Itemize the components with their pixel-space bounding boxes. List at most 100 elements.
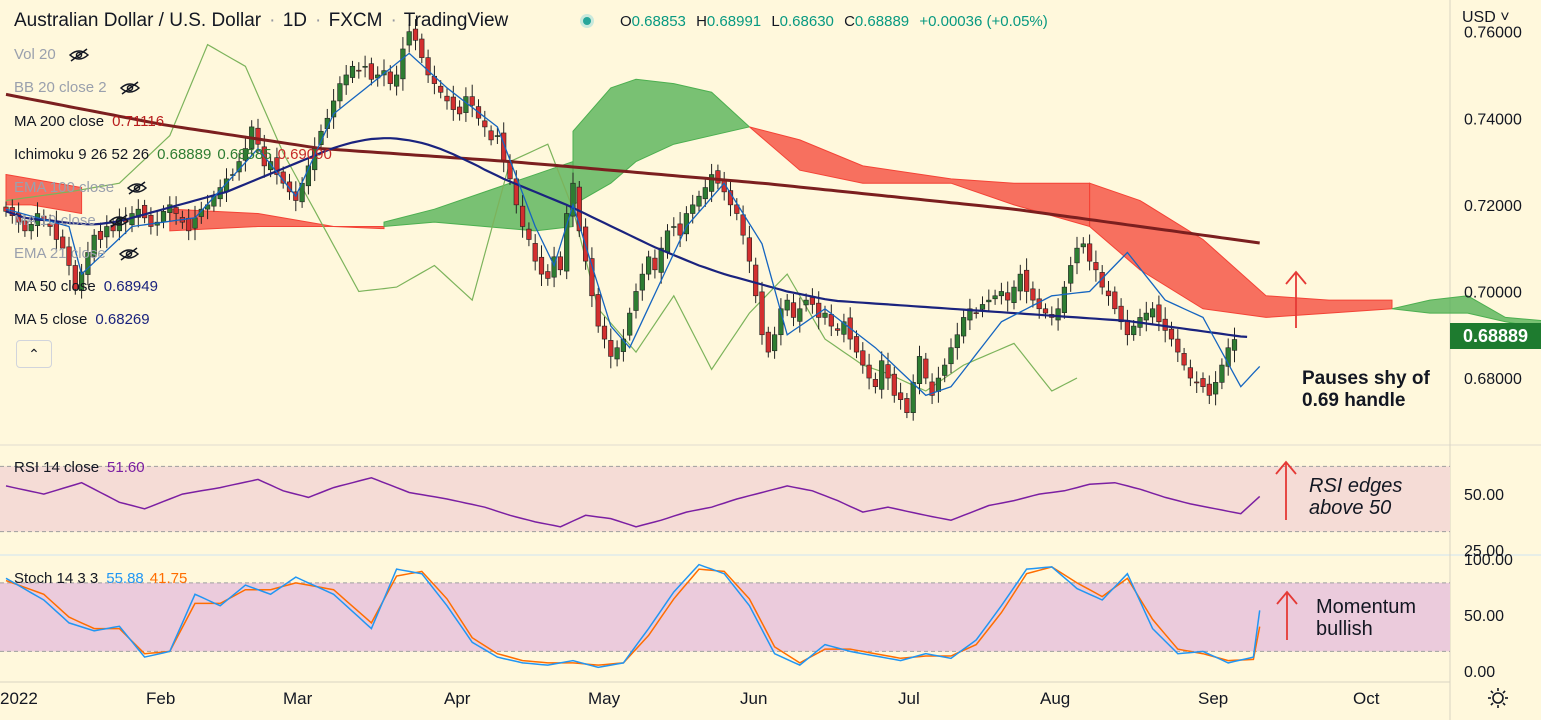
candle-body xyxy=(690,204,696,214)
legend-vol[interactable]: Vol 20 xyxy=(14,46,90,64)
stoch-k-line xyxy=(5,563,1261,669)
candle-body xyxy=(60,236,66,249)
exchange: FXCM xyxy=(328,10,383,31)
candle-body xyxy=(1181,353,1187,366)
price-tick-label: 0.76000 xyxy=(1464,25,1522,42)
candle-body xyxy=(564,213,570,272)
candle-body xyxy=(406,31,412,46)
market-status-icon[interactable] xyxy=(580,14,594,28)
candle-body xyxy=(816,302,822,318)
legend-ichimoku-value-3: 0.69090 xyxy=(277,146,332,163)
candle-body xyxy=(545,271,551,279)
legend-vol-label: Vol 20 xyxy=(14,46,56,63)
legend-ma5[interactable]: MA 5 close 0.68269 xyxy=(14,311,150,329)
candle-body xyxy=(734,204,740,214)
kumo-cloud-bear xyxy=(1089,182,1393,318)
candle-body xyxy=(948,347,954,365)
legend-stoch-k-value: 55.88 xyxy=(106,570,144,587)
hidden-eye-icon[interactable] xyxy=(108,214,130,228)
candle-body xyxy=(904,398,910,413)
candle-body xyxy=(771,334,778,352)
candle-body xyxy=(1168,328,1175,340)
candle-body xyxy=(1200,378,1206,388)
legend-ma10-label: MA 10 close xyxy=(14,212,96,229)
candle-body xyxy=(866,364,872,379)
candle-body xyxy=(998,291,1004,297)
hidden-eye-icon[interactable] xyxy=(68,48,90,62)
stoch-annotation-line2: bullish xyxy=(1316,618,1373,640)
rsi-annotation-line1: RSI edges xyxy=(1309,475,1403,497)
candle-body xyxy=(790,302,797,318)
candle-body xyxy=(992,295,998,300)
candle-body xyxy=(923,358,929,379)
hidden-eye-icon[interactable] xyxy=(118,247,140,261)
legend-ichimoku[interactable]: Ichimoku 9 26 52 26 0.68889 0.68585 0.69090 xyxy=(14,146,332,164)
candle-body xyxy=(1143,312,1149,321)
candle-body xyxy=(400,48,406,80)
collapse-legend-button[interactable]: ⌃ xyxy=(16,340,52,368)
candle-body xyxy=(740,214,746,236)
time-tick-label: Oct xyxy=(1353,689,1380,708)
candle-body xyxy=(1093,262,1099,271)
candle-body xyxy=(872,379,878,388)
candle-body xyxy=(715,170,721,184)
legend-ema100[interactable]: EMA 100 close xyxy=(14,179,148,197)
high-value: 0.68991 xyxy=(706,13,762,30)
candle-body xyxy=(860,350,866,366)
legend-bb-label: BB 20 close 2 xyxy=(14,79,107,96)
candle-body xyxy=(519,205,526,227)
candle-body xyxy=(595,294,601,327)
candle-body xyxy=(942,364,948,376)
legend-ma50[interactable]: MA 50 close 0.68949 xyxy=(14,278,158,296)
candle-body xyxy=(450,96,456,110)
candle-body xyxy=(1118,305,1124,323)
currency-select[interactable]: USD ˅ xyxy=(1462,9,1510,27)
candle-body xyxy=(891,373,897,396)
price-annotation-line2: 0.69 handle xyxy=(1302,390,1406,411)
candle-body xyxy=(664,230,671,253)
symbol-header[interactable]: Australian Dollar / U.S. Dollar · 1D · FXC… xyxy=(14,10,509,31)
candle-body xyxy=(274,157,280,175)
interval[interactable]: 1D xyxy=(282,10,307,31)
stoch-annotation: Momentum bullish xyxy=(1316,596,1416,640)
candle-body xyxy=(1206,383,1212,396)
legend-ema21[interactable]: EMA 21 close xyxy=(14,245,140,263)
ma200-line xyxy=(5,92,1260,245)
rsi-annotation-line2: above 50 xyxy=(1309,497,1392,519)
legend-ichimoku-value-2: 0.68585 xyxy=(217,146,272,163)
candle-body xyxy=(1061,286,1067,313)
candle-body xyxy=(513,178,519,206)
candle-body xyxy=(1156,304,1162,323)
price-annotation: Pauses shy of 0.69 handle xyxy=(1302,368,1430,412)
candle-body xyxy=(47,223,53,227)
hidden-eye-icon[interactable] xyxy=(126,181,148,195)
chevron-down-icon: ˅ xyxy=(1500,9,1510,26)
candle-body xyxy=(853,336,860,353)
candle-body xyxy=(1068,265,1074,284)
legend-rsi[interactable]: RSI 14 close 51.60 xyxy=(14,459,145,477)
candle-body xyxy=(910,382,916,413)
hidden-eye-icon[interactable] xyxy=(119,81,141,95)
low-value: 0.68630 xyxy=(779,13,834,30)
candle-body xyxy=(444,95,450,102)
legend-stoch-d-value: 41.75 xyxy=(149,570,188,587)
price-arrow-head xyxy=(1285,270,1307,285)
candle-body xyxy=(425,57,431,76)
candle-body xyxy=(929,381,935,396)
candle-body xyxy=(286,181,293,193)
candle-body xyxy=(356,69,362,72)
kumo-cloud-bear xyxy=(169,208,385,232)
candle-body xyxy=(620,338,626,352)
legend-ichimoku-value-1: 0.68889 xyxy=(157,146,212,163)
price-tick-label: 0.70000 xyxy=(1464,284,1522,301)
legend-ma200[interactable]: MA 200 close 0.71116 xyxy=(14,113,164,131)
settings-gear-icon[interactable] xyxy=(1486,686,1510,710)
time-tick-label: Jul xyxy=(898,689,920,708)
price-tick-label: 0.68000 xyxy=(1464,371,1522,388)
legend-stoch[interactable]: Stoch 14 3 3 55.88 41.75 xyxy=(14,570,187,588)
legend-bb[interactable]: BB 20 close 2 xyxy=(14,79,141,97)
stoch-arrow-head xyxy=(1276,590,1298,605)
legend-ma10[interactable]: MA 10 close xyxy=(14,212,130,230)
candle-body xyxy=(482,120,488,128)
